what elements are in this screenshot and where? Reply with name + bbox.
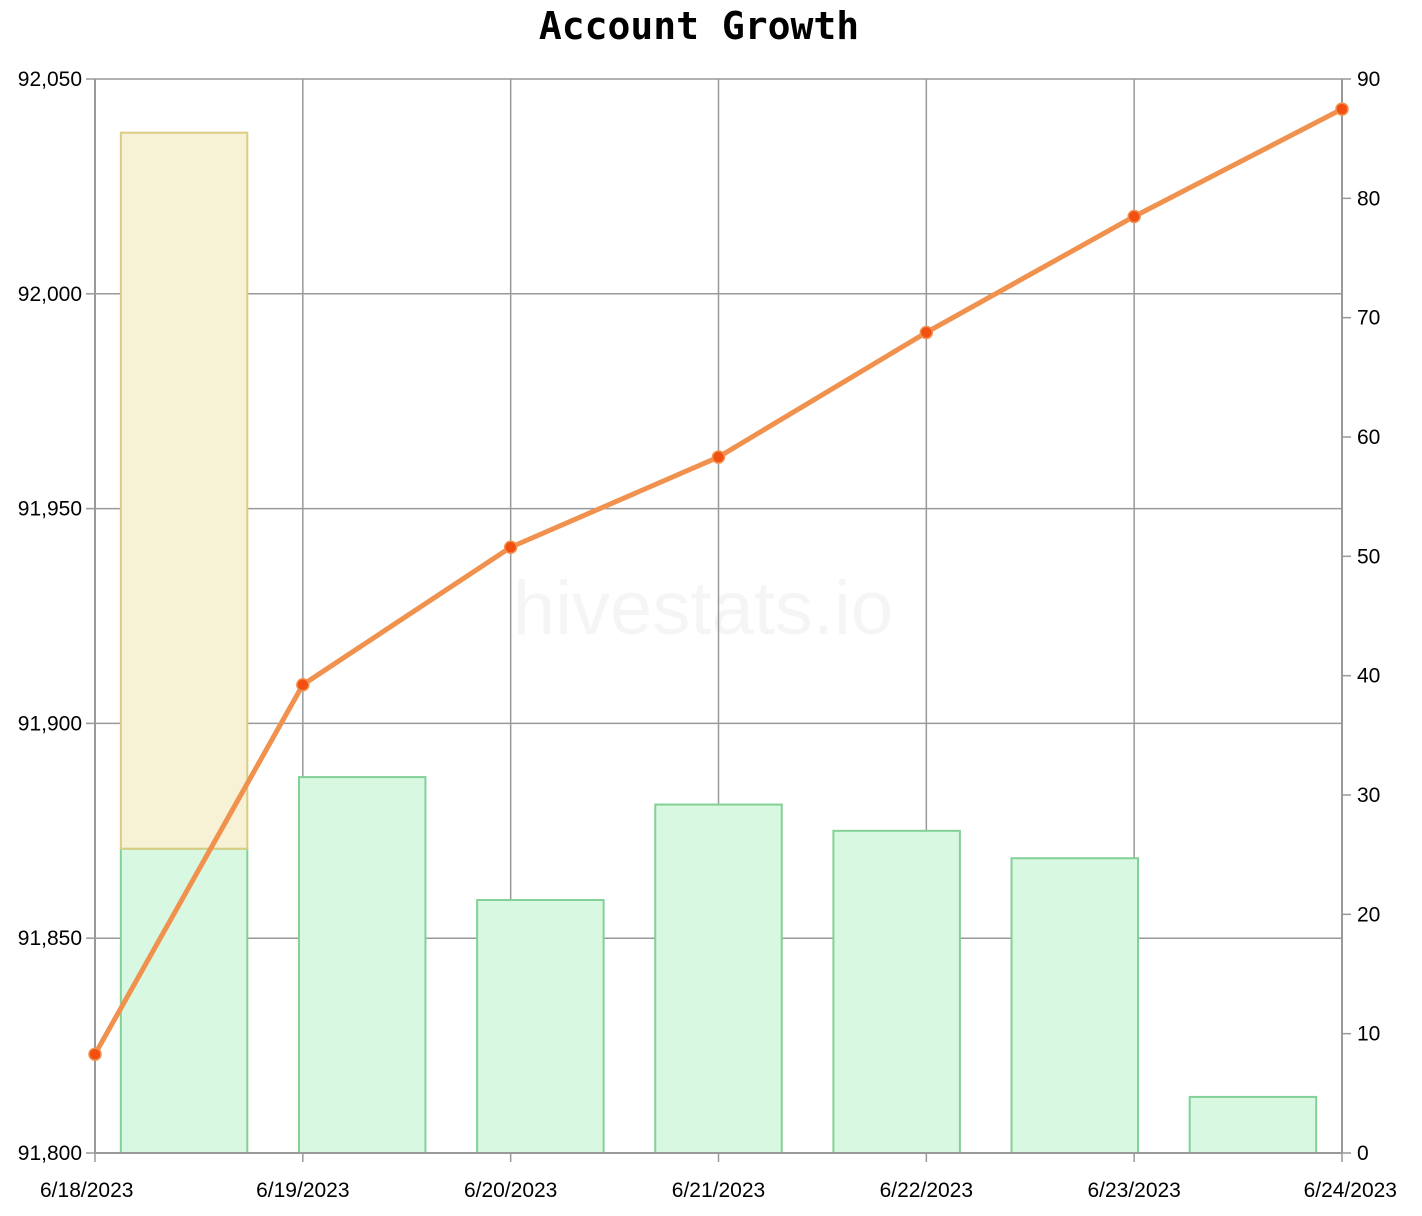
line-point	[1127, 209, 1141, 224]
right-tick-label: 10	[1357, 1023, 1380, 1046]
x-tick-label: 6/21/2023	[672, 1179, 765, 1202]
bar-green	[1188, 1095, 1318, 1154]
bar-yellow	[119, 131, 249, 850]
right-tick-label: 0	[1357, 1142, 1369, 1165]
left-tick-label: 92,000	[18, 283, 82, 306]
right-tick-label: 90	[1357, 68, 1380, 91]
line-point	[711, 450, 726, 464]
line-point	[1335, 102, 1349, 116]
axis-layer: 91,800 91,850 91,900 91,950 92,000 92,050 0 10 2…	[18, 68, 1397, 1202]
left-tick-label: 91,900	[18, 712, 82, 735]
x-tick-label: 6/24/2023	[1304, 1179, 1397, 1202]
right-tick-label: 20	[1357, 903, 1380, 926]
right-tick-label: 40	[1357, 665, 1380, 688]
bar-green	[654, 803, 783, 1155]
line-point	[919, 325, 934, 340]
left-tick-label: 91,850	[18, 927, 82, 950]
line-point	[503, 540, 518, 555]
bar-green	[832, 829, 961, 1154]
bar-green	[297, 776, 427, 1154]
right-tick-label: 30	[1357, 784, 1380, 807]
left-tick-label: 91,800	[18, 1142, 82, 1165]
bar-layer	[119, 131, 1318, 1155]
bar-green	[1010, 857, 1140, 1154]
right-tick-label: 70	[1357, 307, 1380, 330]
line-point	[296, 677, 310, 692]
x-tick-label: 6/18/2023	[40, 1179, 133, 1202]
left-tick-label: 92,050	[18, 68, 82, 91]
right-tick-label: 80	[1357, 187, 1380, 210]
bar-green	[476, 899, 605, 1154]
x-tick-label: 6/20/2023	[464, 1179, 557, 1202]
right-tick-label: 60	[1357, 426, 1380, 449]
x-tick-label: 6/19/2023	[256, 1179, 349, 1202]
x-tick-label: 6/22/2023	[880, 1179, 973, 1202]
left-tick-label: 91,950	[18, 498, 82, 521]
x-tick-label: 6/23/2023	[1087, 1179, 1180, 1202]
point-layer	[88, 102, 1349, 1061]
chart-title: Account Growth	[538, 4, 860, 48]
line-point	[88, 1047, 102, 1061]
right-tick-label: 50	[1357, 545, 1380, 568]
